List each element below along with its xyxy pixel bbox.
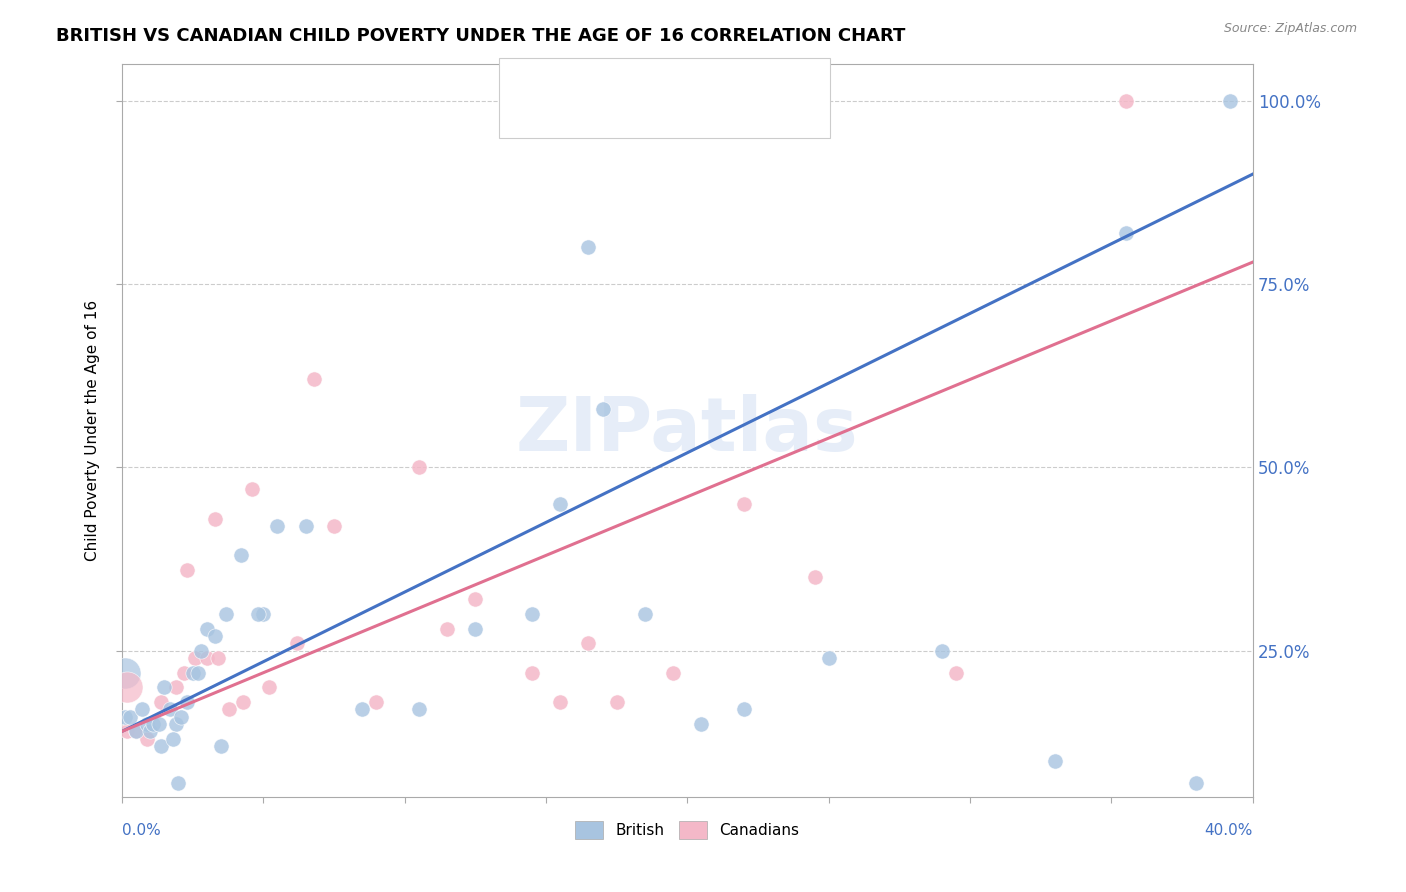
Point: [181, 665, 204, 680]
Point: [195, 651, 218, 665]
Point: [170, 710, 193, 724]
Y-axis label: Child Poverty Under the Age of 16: Child Poverty Under the Age of 16: [86, 301, 100, 561]
Point: [576, 636, 599, 650]
Text: ■: ■: [510, 100, 529, 120]
Text: R = 0.644   N = 31: R = 0.644 N = 31: [541, 101, 725, 119]
Point: [125, 724, 148, 739]
Point: [207, 651, 229, 665]
Point: [173, 665, 195, 680]
Point: [803, 570, 825, 584]
Point: [153, 681, 176, 695]
Point: [576, 240, 599, 254]
Point: [662, 665, 685, 680]
Point: [117, 724, 139, 739]
Point: [733, 702, 755, 716]
Point: [190, 644, 212, 658]
Point: [209, 739, 232, 753]
Point: [114, 710, 136, 724]
Point: [229, 549, 252, 563]
Point: [520, 607, 543, 621]
Point: [285, 636, 308, 650]
Point: [136, 717, 159, 731]
Point: [302, 372, 325, 386]
Point: [165, 717, 187, 731]
Point: [733, 497, 755, 511]
Point: [204, 629, 226, 643]
Point: [464, 622, 486, 636]
Point: [606, 695, 628, 709]
Point: [159, 702, 181, 716]
Text: Source: ZipAtlas.com: Source: ZipAtlas.com: [1223, 22, 1357, 36]
Point: [548, 695, 571, 709]
Point: [266, 519, 288, 533]
Point: [204, 512, 226, 526]
Legend: British, Canadians: British, Canadians: [569, 815, 806, 845]
Point: [240, 483, 263, 497]
Point: [322, 519, 344, 533]
Text: BRITISH VS CANADIAN CHILD POVERTY UNDER THE AGE OF 16 CORRELATION CHART: BRITISH VS CANADIAN CHILD POVERTY UNDER …: [56, 27, 905, 45]
Point: [352, 702, 374, 716]
Point: [1115, 94, 1137, 108]
Text: ■: ■: [510, 70, 529, 90]
Point: [408, 460, 430, 475]
Point: [139, 724, 162, 739]
Text: R = 0.444   N = 44: R = 0.444 N = 44: [541, 71, 725, 89]
Point: [945, 665, 967, 680]
Point: [150, 739, 173, 753]
Point: [366, 695, 388, 709]
Point: [131, 702, 153, 716]
Text: 0.0%: 0.0%: [122, 823, 160, 838]
Point: [294, 519, 316, 533]
Point: [148, 717, 170, 731]
Point: [592, 401, 614, 416]
Point: [1219, 94, 1241, 108]
Point: [548, 497, 571, 511]
Point: [246, 607, 269, 621]
Point: [218, 702, 240, 716]
Point: [120, 710, 142, 724]
Point: [162, 731, 184, 746]
Point: [520, 665, 543, 680]
Point: [257, 681, 280, 695]
Point: [176, 695, 198, 709]
Point: [136, 731, 159, 746]
Text: 40.0%: 40.0%: [1205, 823, 1253, 838]
Point: [436, 622, 458, 636]
Point: [215, 607, 238, 621]
Point: [176, 563, 198, 577]
Point: [252, 607, 274, 621]
Point: [817, 651, 839, 665]
Point: [1043, 754, 1066, 768]
Point: [150, 695, 173, 709]
Point: [931, 644, 953, 658]
Point: [1115, 226, 1137, 240]
Point: [114, 665, 136, 680]
Text: ZIPatlas: ZIPatlas: [516, 394, 859, 467]
Point: [232, 695, 254, 709]
Point: [195, 622, 218, 636]
Point: [187, 665, 209, 680]
Point: [167, 776, 190, 790]
Point: [408, 702, 430, 716]
Point: [125, 724, 148, 739]
Point: [142, 717, 165, 731]
Point: [1185, 776, 1208, 790]
Point: [464, 592, 486, 607]
Point: [634, 607, 657, 621]
Point: [117, 681, 139, 695]
Point: [184, 651, 207, 665]
Point: [690, 717, 713, 731]
Point: [165, 681, 187, 695]
